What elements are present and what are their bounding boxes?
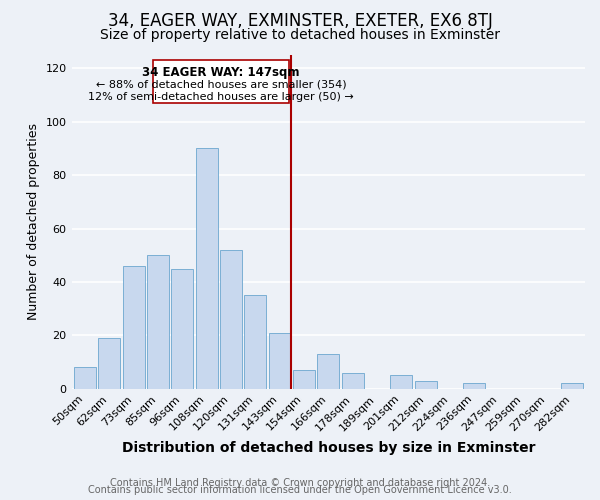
Bar <box>196 148 218 389</box>
Bar <box>463 384 485 389</box>
Bar <box>172 268 193 389</box>
Y-axis label: Number of detached properties: Number of detached properties <box>27 124 40 320</box>
Text: Size of property relative to detached houses in Exminster: Size of property relative to detached ho… <box>100 28 500 42</box>
FancyBboxPatch shape <box>153 60 289 103</box>
Bar <box>341 373 364 389</box>
Text: ← 88% of detached houses are smaller (354): ← 88% of detached houses are smaller (35… <box>96 79 347 89</box>
Bar <box>391 376 412 389</box>
Bar <box>317 354 339 389</box>
Bar <box>147 256 169 389</box>
Bar <box>220 250 242 389</box>
Text: Contains HM Land Registry data © Crown copyright and database right 2024.: Contains HM Land Registry data © Crown c… <box>110 478 490 488</box>
Text: Contains public sector information licensed under the Open Government Licence v3: Contains public sector information licen… <box>88 485 512 495</box>
Bar <box>415 381 437 389</box>
Text: 34, EAGER WAY, EXMINSTER, EXETER, EX6 8TJ: 34, EAGER WAY, EXMINSTER, EXETER, EX6 8T… <box>107 12 493 30</box>
Bar <box>560 384 583 389</box>
Text: 12% of semi-detached houses are larger (50) →: 12% of semi-detached houses are larger (… <box>88 92 354 102</box>
Bar <box>244 296 266 389</box>
Bar <box>293 370 315 389</box>
Bar <box>122 266 145 389</box>
Bar <box>269 332 290 389</box>
Text: 34 EAGER WAY: 147sqm: 34 EAGER WAY: 147sqm <box>142 66 300 78</box>
Bar <box>98 338 120 389</box>
X-axis label: Distribution of detached houses by size in Exminster: Distribution of detached houses by size … <box>122 441 535 455</box>
Bar <box>74 368 96 389</box>
